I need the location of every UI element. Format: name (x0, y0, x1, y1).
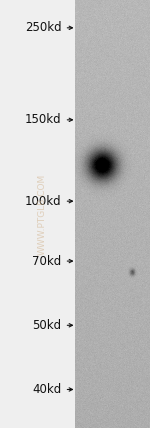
Text: 250kd: 250kd (25, 21, 62, 34)
Text: 70kd: 70kd (32, 255, 62, 268)
Text: 100kd: 100kd (25, 195, 62, 208)
Text: 40kd: 40kd (32, 383, 62, 396)
Text: 150kd: 150kd (25, 113, 62, 126)
Text: WWW.PTGLB.COM: WWW.PTGLB.COM (38, 173, 46, 255)
Text: 50kd: 50kd (32, 319, 62, 332)
